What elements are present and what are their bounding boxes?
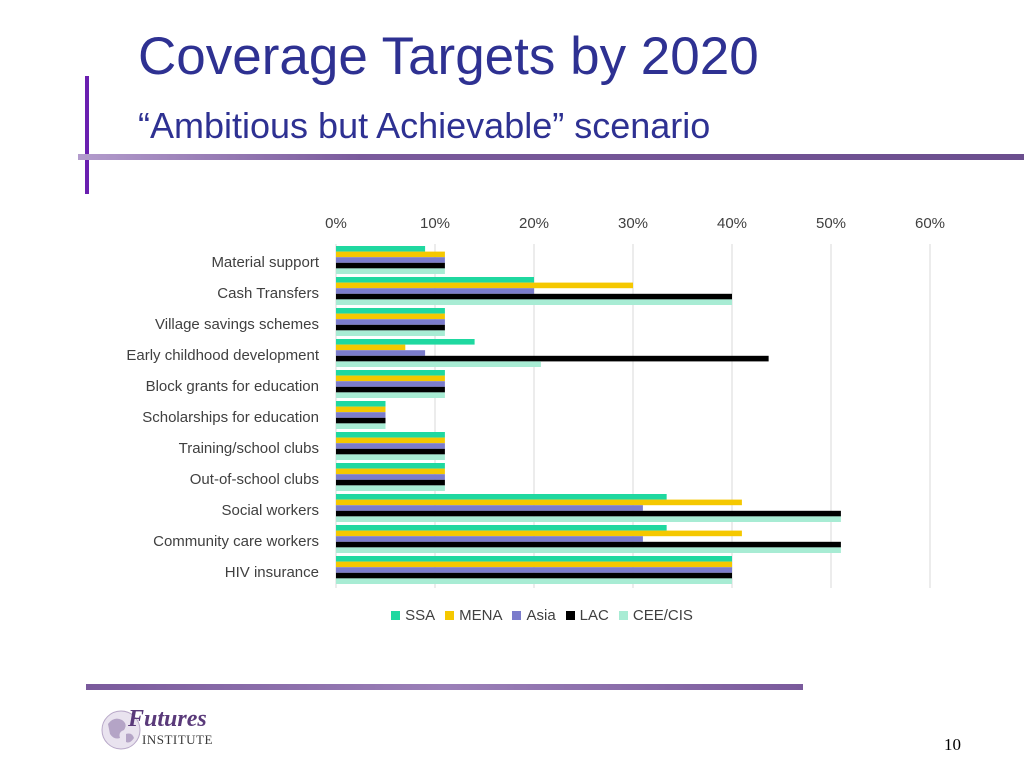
bar-ssa [336, 556, 732, 562]
category-label: Out-of-school clubs [190, 471, 319, 488]
x-tick-label: 60% [915, 215, 945, 232]
legend-swatch [391, 611, 401, 620]
legend-swatch [618, 611, 628, 620]
bar-cee-cis [336, 330, 445, 336]
bar-cee-cis [336, 547, 841, 553]
category-label: Cash Transfers [217, 285, 319, 302]
bar-chart: 0% 10% 20% 30% 40% 50% 60% Material support Cash… [126, 215, 945, 588]
category-label: HIV insurance [225, 564, 319, 581]
bar-asia [336, 319, 445, 325]
footer-rule [86, 684, 803, 690]
x-tick-label: 0% [325, 215, 347, 232]
bar-lac [336, 479, 445, 486]
bar-mena [336, 561, 732, 568]
legend-swatch [512, 611, 522, 620]
bar-mena [336, 468, 445, 475]
bar-cee-cis [336, 423, 386, 429]
bar-mena [336, 437, 445, 444]
category-label: Village savings schemes [155, 316, 319, 333]
bar-lac [336, 417, 386, 424]
bar-asia [336, 536, 643, 542]
bar-ssa [336, 277, 534, 283]
legend-label: CEE/CIS [632, 607, 693, 624]
bar-lac [336, 262, 445, 269]
bar-lac [336, 572, 732, 579]
x-tick-label: 50% [816, 215, 846, 232]
bar-asia [336, 412, 386, 418]
bar-asia [336, 381, 445, 387]
bar-ssa [336, 525, 667, 531]
bar-ssa [336, 339, 475, 345]
bar-cee-cis [336, 268, 445, 274]
bar-mena [336, 344, 406, 351]
category-label: Training/school clubs [179, 440, 319, 457]
bar-mena [336, 530, 742, 537]
bar-ssa [336, 308, 445, 314]
bar-asia [336, 505, 643, 511]
bar-ssa [336, 463, 445, 469]
category-label: Scholarships for education [142, 409, 319, 426]
bar-lac [336, 293, 732, 300]
legend-label: Asia [526, 607, 556, 624]
legend-label: LAC [579, 607, 609, 624]
x-tick-label: 20% [519, 215, 549, 232]
bar-cee-cis [336, 485, 445, 491]
title-rule [78, 154, 1024, 160]
category-label: Community care workers [153, 533, 319, 550]
bar-ssa [336, 401, 386, 407]
bar-mena [336, 499, 742, 506]
legend-item: CEE/CIS [618, 607, 693, 624]
legend-label: SSA [405, 607, 436, 624]
bar-ssa [336, 494, 667, 500]
legend-swatch [445, 611, 455, 620]
bar-lac [336, 541, 841, 548]
category-label: Material support [211, 254, 319, 271]
bar-lac [336, 448, 445, 455]
logo-subtext: INSTITUTE [142, 732, 213, 747]
page-number: 10 [944, 735, 961, 754]
x-tick-label: 30% [618, 215, 648, 232]
legend-item: LAC [565, 607, 609, 624]
logo-wordmark: Futures [128, 706, 207, 732]
legend-item: Asia [512, 607, 556, 624]
category-label: Block grants for education [146, 378, 319, 395]
bar-asia [336, 350, 426, 356]
bar-mena [336, 251, 445, 258]
x-tick-label: 10% [420, 215, 450, 232]
bar-asia [336, 474, 445, 480]
bar-ssa [336, 246, 426, 252]
bar-cee-cis [336, 578, 732, 584]
bar-cee-cis [336, 361, 541, 367]
bar-mena [336, 282, 633, 289]
bar-lac [336, 324, 445, 331]
bar-mena [336, 406, 386, 413]
bar-cee-cis [336, 516, 841, 522]
bar-asia [336, 567, 732, 573]
accent-vertical-bar [85, 76, 89, 194]
bar-asia [336, 288, 534, 294]
slide-subtitle: “Ambitious but Achievable” scenario [138, 105, 711, 146]
bar-lac [336, 386, 445, 393]
legend-item: SSA [391, 607, 435, 624]
bar-lac [336, 355, 769, 362]
bar-lac [336, 510, 841, 517]
bar-cee-cis [336, 392, 445, 398]
bar-mena [336, 313, 445, 320]
bar-asia [336, 443, 445, 449]
bar-ssa [336, 432, 445, 438]
category-label: Early childhood development [126, 347, 319, 364]
legend-label: MENA [459, 607, 503, 624]
legend-swatch [565, 611, 575, 620]
category-label: Social workers [221, 502, 319, 519]
bar-cee-cis [336, 454, 445, 460]
bar-ssa [336, 370, 445, 376]
slide-title: Coverage Targets by 2020 [138, 27, 759, 86]
bar-cee-cis [336, 299, 732, 305]
x-tick-label: 40% [717, 215, 747, 232]
legend-item: MENA [445, 607, 502, 624]
futures-institute-logo [101, 710, 141, 750]
chart-legend: SSA MENA Asia LAC CEE/CIS [0, 607, 1024, 624]
bar-mena [336, 375, 445, 382]
bar-asia [336, 257, 445, 263]
